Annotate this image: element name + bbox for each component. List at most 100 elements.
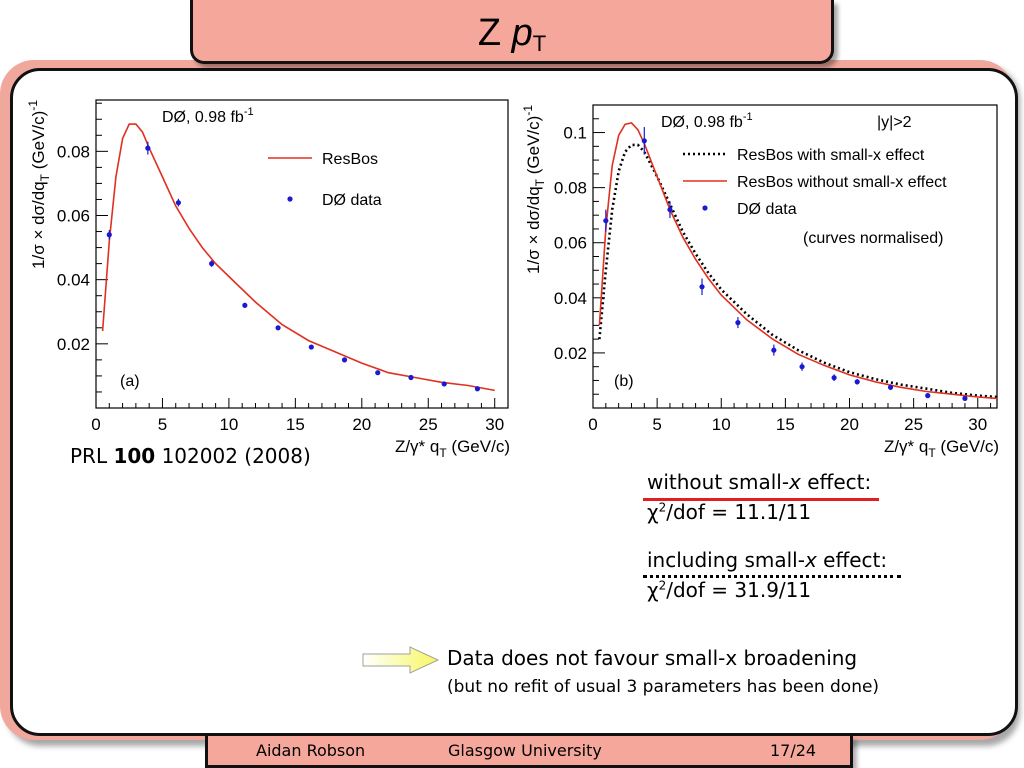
y-tick-label: 0.04 xyxy=(57,271,90,290)
x-axis-label: Z/γ* qT (GeV/c) xyxy=(395,437,510,460)
x-axis-label-sub: T xyxy=(928,446,936,460)
data-point xyxy=(341,357,348,363)
y-tick-label: 0.02 xyxy=(554,344,587,363)
including-label-b: effect: xyxy=(816,548,888,572)
chart-title-sup: -1 xyxy=(743,111,753,123)
reference-volume: 100 xyxy=(113,444,156,468)
data-point xyxy=(699,284,705,290)
reference-prefix: PRL xyxy=(70,444,114,468)
data-point xyxy=(175,200,181,206)
plot-frame xyxy=(95,99,509,409)
data-point xyxy=(441,381,447,387)
data-point xyxy=(925,393,931,399)
x-tick-label: 0 xyxy=(91,415,100,434)
data-point xyxy=(831,375,837,381)
data-point xyxy=(308,344,314,350)
including-chi-value: /dof = 31.9/11 xyxy=(666,578,812,602)
data-point xyxy=(408,374,414,381)
y-axis-label-sup: -1 xyxy=(521,105,535,116)
x-tick-label: 5 xyxy=(652,415,661,434)
x-tick-label: 15 xyxy=(286,415,305,434)
data-point xyxy=(641,138,647,144)
legend-label: ResBos xyxy=(322,151,378,168)
footer-page-number: 17/24 xyxy=(770,741,817,760)
legend-swatch-point xyxy=(287,196,293,202)
y-tick-label: 0.08 xyxy=(554,179,587,198)
slide-title: Z pT xyxy=(190,12,834,57)
y-axis-label-main: 1/σ × dσ/dq xyxy=(29,181,48,269)
data-point xyxy=(242,302,248,308)
y-tick-label: 0.04 xyxy=(554,289,587,308)
slide-title-italic: p xyxy=(511,12,533,54)
x-tick-label: 30 xyxy=(485,415,504,434)
data-point xyxy=(375,370,381,376)
data-point xyxy=(854,379,860,385)
y-axis-label-sub: T xyxy=(38,173,52,181)
footer-institution: Glasgow University xyxy=(448,741,602,760)
data-point xyxy=(771,347,777,353)
y-axis-label-sup: -1 xyxy=(26,100,40,111)
y-tick-label: 0.02 xyxy=(57,335,90,354)
data-point xyxy=(209,261,215,267)
y-axis-label-sub: T xyxy=(533,178,547,186)
x-tick-label: 10 xyxy=(219,415,238,434)
plot-frame xyxy=(592,104,998,409)
chart-title: DØ, 0.98 fb-1 xyxy=(661,111,753,131)
chart-annotation-normalised: (curves normalised) xyxy=(803,230,943,247)
chart-title: DØ, 0.98 fb-1 xyxy=(162,106,254,126)
including-chi2: χ2/dof = 31.9/11 xyxy=(647,578,811,602)
including-label-a: including small- xyxy=(647,548,805,572)
including-label-x: x xyxy=(804,548,817,572)
without-label-x: x xyxy=(789,470,801,494)
data-point xyxy=(962,395,968,401)
data-point xyxy=(887,384,894,390)
data-point xyxy=(603,218,609,224)
data-point xyxy=(145,145,151,151)
legend-label: ResBos with small-x effect xyxy=(737,147,925,164)
y-axis-label-unit: (GeV/c) xyxy=(524,116,543,179)
panel-label: (b) xyxy=(614,373,634,390)
without-label-a: without small- xyxy=(647,470,790,494)
including-line-sample xyxy=(643,575,901,578)
slide-title-sub: T xyxy=(532,31,547,56)
chart-annotation: |y|>2 xyxy=(877,114,912,131)
without-chi-value: /dof = 11.1/11 xyxy=(666,500,812,524)
reference: PRL 100 102002 (2008) xyxy=(70,444,311,468)
x-axis-label-sub: T xyxy=(439,446,447,460)
legend-label: DØ data xyxy=(737,201,797,218)
x-tick-label: 20 xyxy=(352,415,371,434)
chart-title-main: DØ, 0.98 fb xyxy=(661,114,743,131)
legend-label: DØ data xyxy=(322,192,382,209)
x-axis-label-main: Z/γ* q xyxy=(884,437,928,456)
x-tick-label: 20 xyxy=(840,415,859,434)
data-point xyxy=(799,364,805,370)
slide-title-main: Z xyxy=(477,12,512,54)
data-point xyxy=(667,207,673,213)
footer-author: Aidan Robson xyxy=(256,741,366,760)
series-line-resbos xyxy=(598,122,998,400)
x-axis-label-unit: (GeV/c) xyxy=(936,437,999,456)
reference-rest: 102002 (2008) xyxy=(155,444,311,468)
conclusion-line1: Data does not favour small-x broadening xyxy=(447,646,858,670)
x-tick-label: 5 xyxy=(158,415,167,434)
without-chi2: χ2/dof = 11.1/11 xyxy=(647,500,811,524)
without-label-b: effect: xyxy=(800,470,872,494)
including-chi-sup: 2 xyxy=(658,578,667,593)
footer-bar xyxy=(205,736,853,768)
data-point xyxy=(735,320,741,326)
x-tick-label: 25 xyxy=(904,415,923,434)
y-tick-label: 0.08 xyxy=(57,142,90,161)
conclusion-line2: (but no refit of usual 3 parameters has … xyxy=(447,677,880,697)
x-tick-label: 15 xyxy=(776,415,795,434)
title-box xyxy=(190,0,834,64)
without-line-sample xyxy=(643,498,879,501)
chart-panel-a: 0 5 10 15 20 25 300.020.040.060.08Z/γ* qT (GeV… xyxy=(26,99,510,460)
y-axis-label-unit: (GeV/c) xyxy=(29,111,48,174)
including-chi-symbol: χ xyxy=(647,578,659,602)
chart-panel-b: 0 5 10 15 20 25 300.020.040.060.080.1Z/γ* qT (… xyxy=(521,104,999,460)
data-point xyxy=(106,232,112,238)
x-axis-label: Z/γ* qT (GeV/c) xyxy=(884,437,999,460)
chart-title-sup: -1 xyxy=(244,106,254,118)
legend-label: ResBos without small-x effect xyxy=(737,174,947,191)
series-line-resbos xyxy=(101,123,495,392)
